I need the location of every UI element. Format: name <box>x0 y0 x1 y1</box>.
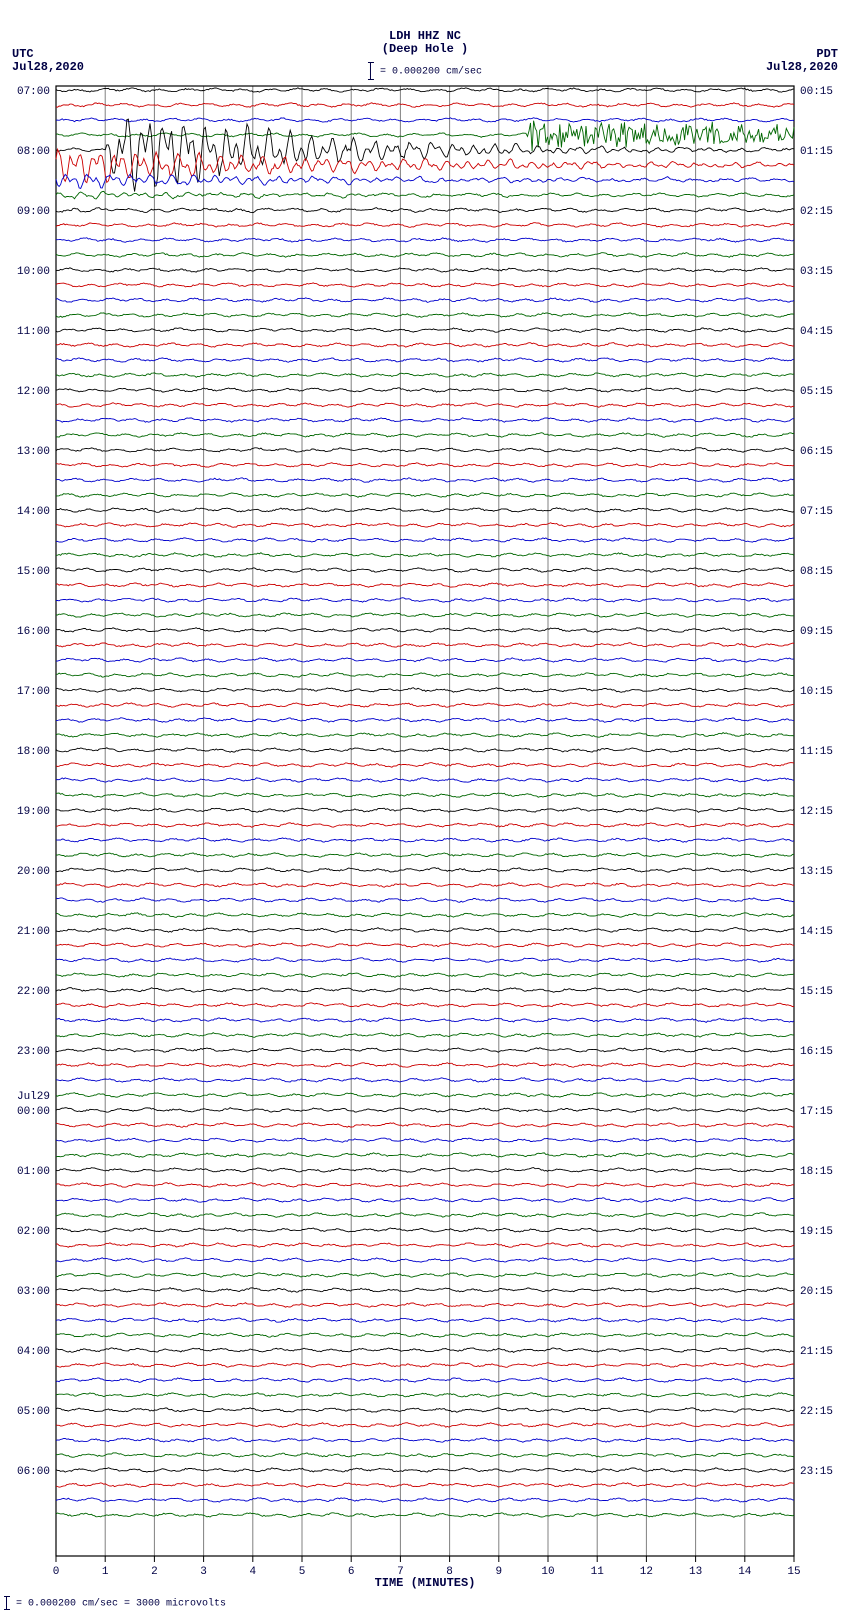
scale-bar-icon <box>368 62 374 80</box>
helicorder-plot: 07:00 08:00 09:00 10:00 11:00 12:00 13:00 14:00… <box>0 80 850 1590</box>
svg-text:02:15: 02:15 <box>800 206 833 218</box>
svg-text:18:00: 18:00 <box>17 746 50 758</box>
svg-text:15:15: 15:15 <box>800 986 833 998</box>
svg-text:08:00: 08:00 <box>17 146 50 158</box>
svg-text:19:15: 19:15 <box>800 1226 833 1238</box>
svg-text:10:00: 10:00 <box>17 266 50 278</box>
svg-text:02:00: 02:00 <box>17 1226 50 1238</box>
svg-text:14:15: 14:15 <box>800 926 833 938</box>
tz-right-date: Jul28,2020 <box>766 61 838 74</box>
svg-text:07:15: 07:15 <box>800 506 833 518</box>
svg-text:06:00: 06:00 <box>17 1466 50 1478</box>
svg-text:01:00: 01:00 <box>17 1166 50 1178</box>
svg-text:05:15: 05:15 <box>800 386 833 398</box>
svg-text:14: 14 <box>738 1566 752 1578</box>
svg-text:15: 15 <box>787 1566 800 1578</box>
svg-text:19:00: 19:00 <box>17 806 50 818</box>
tz-left-date: Jul28,2020 <box>12 61 84 74</box>
svg-text:12:15: 12:15 <box>800 806 833 818</box>
svg-text:20:15: 20:15 <box>800 1286 833 1298</box>
svg-text:04:15: 04:15 <box>800 326 833 338</box>
svg-text:17:15: 17:15 <box>800 1106 833 1118</box>
svg-text:16:15: 16:15 <box>800 1046 833 1058</box>
tz-left: UTC Jul28,2020 <box>12 48 84 74</box>
svg-text:21:15: 21:15 <box>800 1346 833 1358</box>
svg-text:5: 5 <box>299 1566 306 1578</box>
svg-text:4: 4 <box>249 1566 256 1578</box>
svg-text:00:15: 00:15 <box>800 86 833 98</box>
svg-text:13: 13 <box>689 1566 702 1578</box>
svg-text:TIME (MINUTES): TIME (MINUTES) <box>375 1576 476 1590</box>
station-title: LDH HHZ NC (Deep Hole ) <box>382 30 468 56</box>
svg-text:23:15: 23:15 <box>800 1466 833 1478</box>
svg-text:07:00: 07:00 <box>17 86 50 98</box>
svg-text:13:00: 13:00 <box>17 446 50 458</box>
svg-text:17:00: 17:00 <box>17 686 50 698</box>
svg-text:23:00: 23:00 <box>17 1046 50 1058</box>
svg-text:2: 2 <box>151 1566 158 1578</box>
svg-text:03:15: 03:15 <box>800 266 833 278</box>
svg-text:05:00: 05:00 <box>17 1406 50 1418</box>
scale-label: = 0.000200 cm/sec <box>380 67 482 78</box>
svg-text:04:00: 04:00 <box>17 1346 50 1358</box>
station-line2: (Deep Hole ) <box>382 43 468 56</box>
svg-text:12:00: 12:00 <box>17 386 50 398</box>
helicorder-svg: 07:00 08:00 09:00 10:00 11:00 12:00 13:00 14:00… <box>0 80 850 1590</box>
svg-text:16:00: 16:00 <box>17 626 50 638</box>
svg-text:6: 6 <box>348 1566 355 1578</box>
svg-text:3: 3 <box>200 1566 207 1578</box>
svg-text:Jul29: Jul29 <box>17 1091 50 1103</box>
svg-text:10: 10 <box>541 1566 554 1578</box>
svg-text:09:00: 09:00 <box>17 206 50 218</box>
svg-text:13:15: 13:15 <box>800 866 833 878</box>
svg-text:0: 0 <box>53 1566 60 1578</box>
svg-text:00:00: 00:00 <box>17 1106 50 1118</box>
svg-text:09:15: 09:15 <box>800 626 833 638</box>
svg-text:9: 9 <box>495 1566 502 1578</box>
svg-text:18:15: 18:15 <box>800 1166 833 1178</box>
svg-text:10:15: 10:15 <box>800 686 833 698</box>
scale-note: = 0.000200 cm/sec <box>368 62 482 80</box>
svg-text:20:00: 20:00 <box>17 866 50 878</box>
svg-text:1: 1 <box>102 1566 109 1578</box>
footer: = 0.000200 cm/sec = 3000 microvolts <box>0 1590 850 1614</box>
svg-text:11:00: 11:00 <box>17 326 50 338</box>
tz-right: PDT Jul28,2020 <box>766 48 838 74</box>
svg-text:11:15: 11:15 <box>800 746 833 758</box>
svg-text:22:15: 22:15 <box>800 1406 833 1418</box>
svg-text:22:00: 22:00 <box>17 986 50 998</box>
svg-text:08:15: 08:15 <box>800 566 833 578</box>
footer-text: = 0.000200 cm/sec = 3000 microvolts <box>16 1599 226 1610</box>
svg-text:01:15: 01:15 <box>800 146 833 158</box>
svg-text:03:00: 03:00 <box>17 1286 50 1298</box>
header: LDH HHZ NC (Deep Hole ) UTC Jul28,2020 P… <box>0 0 850 80</box>
svg-text:21:00: 21:00 <box>17 926 50 938</box>
svg-text:15:00: 15:00 <box>17 566 50 578</box>
scale-bar-icon <box>4 1596 10 1610</box>
svg-text:06:15: 06:15 <box>800 446 833 458</box>
svg-text:11: 11 <box>591 1566 605 1578</box>
svg-text:12: 12 <box>640 1566 653 1578</box>
svg-text:14:00: 14:00 <box>17 506 50 518</box>
